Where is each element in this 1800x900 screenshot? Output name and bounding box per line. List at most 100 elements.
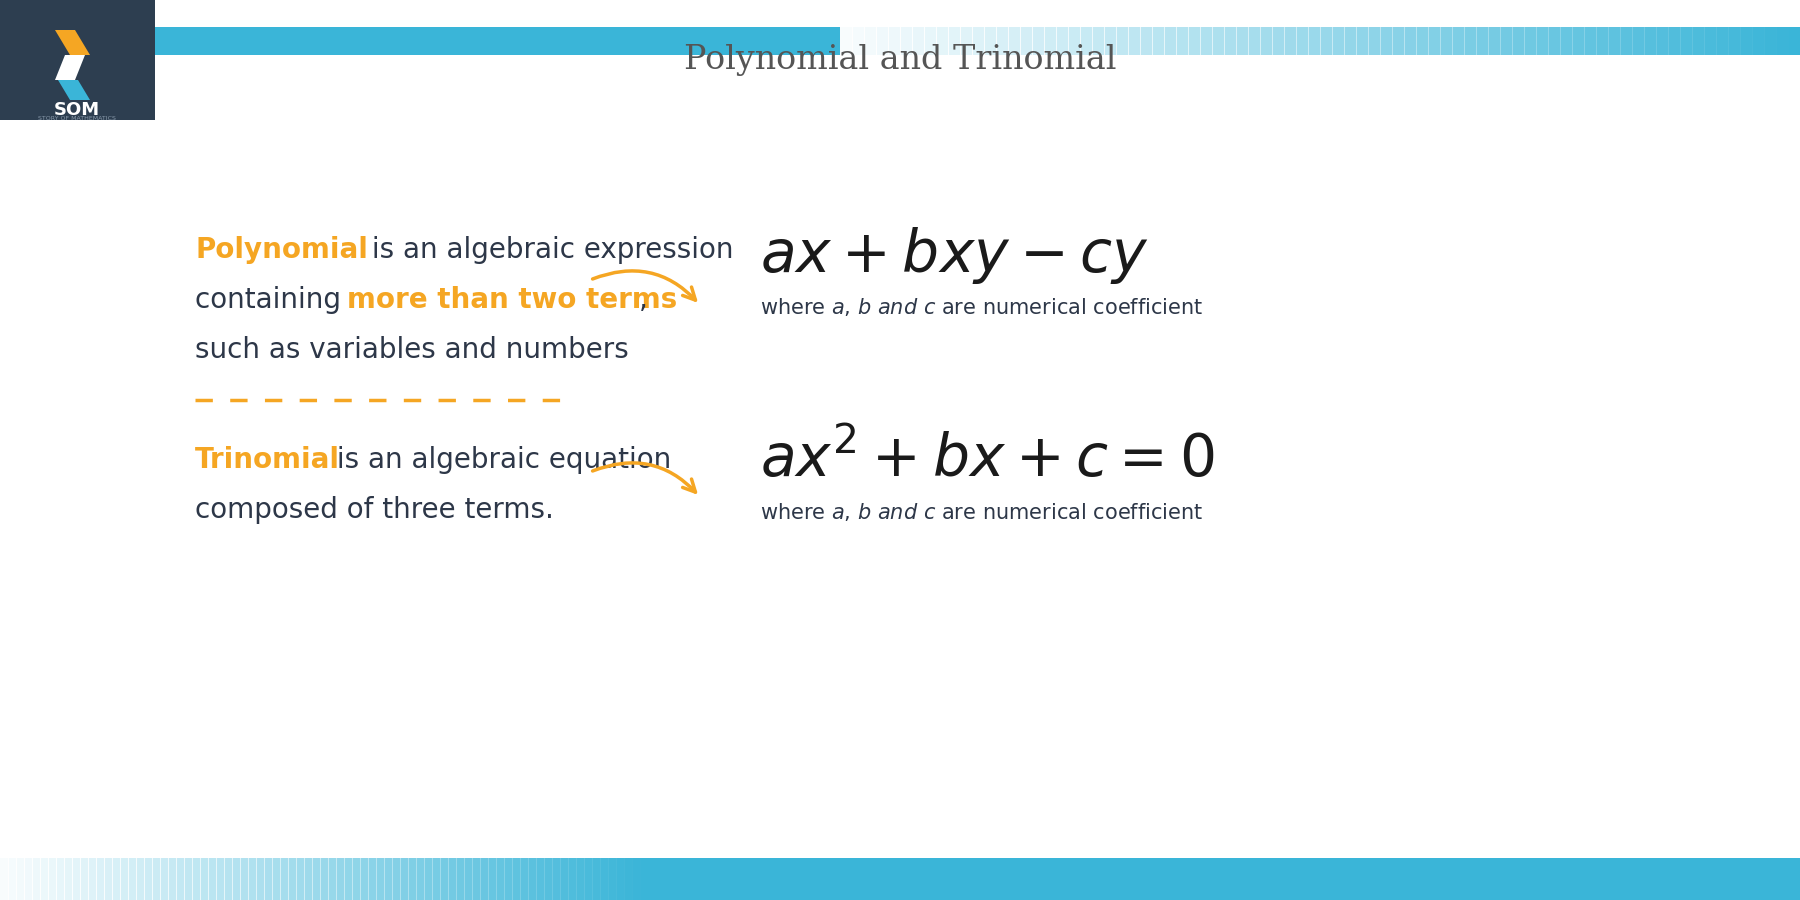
Polygon shape [56,30,90,55]
Bar [32,858,41,900]
Bar [472,858,481,900]
Bar [1139,27,1154,55]
Bar [1008,27,1021,55]
Bar [1368,27,1381,55]
Bar [56,858,65,900]
Bar [1440,27,1453,55]
Bar [151,858,160,900]
Bar [1463,27,1478,55]
Bar [504,858,513,900]
Text: SOM: SOM [54,101,101,119]
Bar [1319,27,1334,55]
Bar [1607,27,1622,55]
Bar [464,858,473,900]
Bar [1512,27,1525,55]
Bar [121,858,130,900]
Bar [0,858,9,900]
Bar [223,858,232,900]
Bar [112,858,121,900]
Bar [511,858,520,900]
Bar [1057,27,1069,55]
Bar [193,858,202,900]
Text: STORY OF MATHEMATICS: STORY OF MATHEMATICS [38,115,115,121]
Bar [16,858,25,900]
Bar [1679,27,1694,55]
Bar [200,858,209,900]
Bar [1692,27,1705,55]
Bar [1201,27,1213,55]
Bar [439,858,448,900]
Bar [272,858,281,900]
Bar [1103,27,1118,55]
Bar [392,858,401,900]
Bar [128,858,137,900]
Bar [583,858,592,900]
Bar [1260,27,1273,55]
Bar [1656,27,1669,55]
Bar [1165,27,1177,55]
Bar [536,858,545,900]
Bar [1067,27,1082,55]
Bar [448,858,457,900]
Bar [1391,27,1406,55]
Bar [376,858,385,900]
Bar [40,858,49,900]
Bar [1561,27,1573,55]
Bar [488,858,497,900]
Text: Trinomial: Trinomial [194,446,340,474]
Bar [1355,27,1370,55]
Polygon shape [58,80,90,100]
Bar [7,858,16,900]
Bar [959,27,974,55]
Bar [167,858,176,900]
Polygon shape [56,55,85,80]
Bar [851,27,866,55]
Bar [0,0,155,120]
Bar [1237,27,1249,55]
Bar [104,858,113,900]
Bar [265,858,274,900]
Bar [1283,27,1298,55]
Bar [1525,27,1537,55]
Bar [320,858,329,900]
Bar [1620,27,1633,55]
Bar [544,858,553,900]
Bar [1247,27,1262,55]
Bar [972,27,985,55]
Bar [72,858,81,900]
Bar [400,858,409,900]
Bar [344,858,353,900]
Bar [1080,27,1093,55]
Bar [1453,27,1465,55]
Text: is an algebraic expression: is an algebraic expression [364,236,734,264]
Bar [1669,27,1681,55]
Bar [184,858,193,900]
Bar [416,858,425,900]
Bar [1152,27,1165,55]
Bar [23,858,32,900]
Bar [1175,27,1190,55]
Text: composed of three terms.: composed of three terms. [194,496,554,524]
Bar [88,858,97,900]
Bar [288,858,297,900]
Bar [1296,27,1309,55]
Bar [1728,27,1741,55]
Bar [592,858,601,900]
Bar [1345,27,1357,55]
Bar [560,858,569,900]
Bar [1417,27,1429,55]
Bar [160,858,169,900]
Bar [520,858,529,900]
Text: $ax + bxy - cy$: $ax + bxy - cy$ [760,224,1148,285]
Bar [432,858,441,900]
Bar [1273,27,1285,55]
Bar [985,27,997,55]
Bar [239,858,248,900]
Bar [936,27,949,55]
Text: ,: , [639,286,648,314]
Bar [569,858,578,900]
Text: $ax^2 + bx + c = 0$: $ax^2 + bx + c = 0$ [760,431,1215,489]
Bar [455,858,464,900]
Bar [1764,27,1777,55]
Bar [553,858,562,900]
